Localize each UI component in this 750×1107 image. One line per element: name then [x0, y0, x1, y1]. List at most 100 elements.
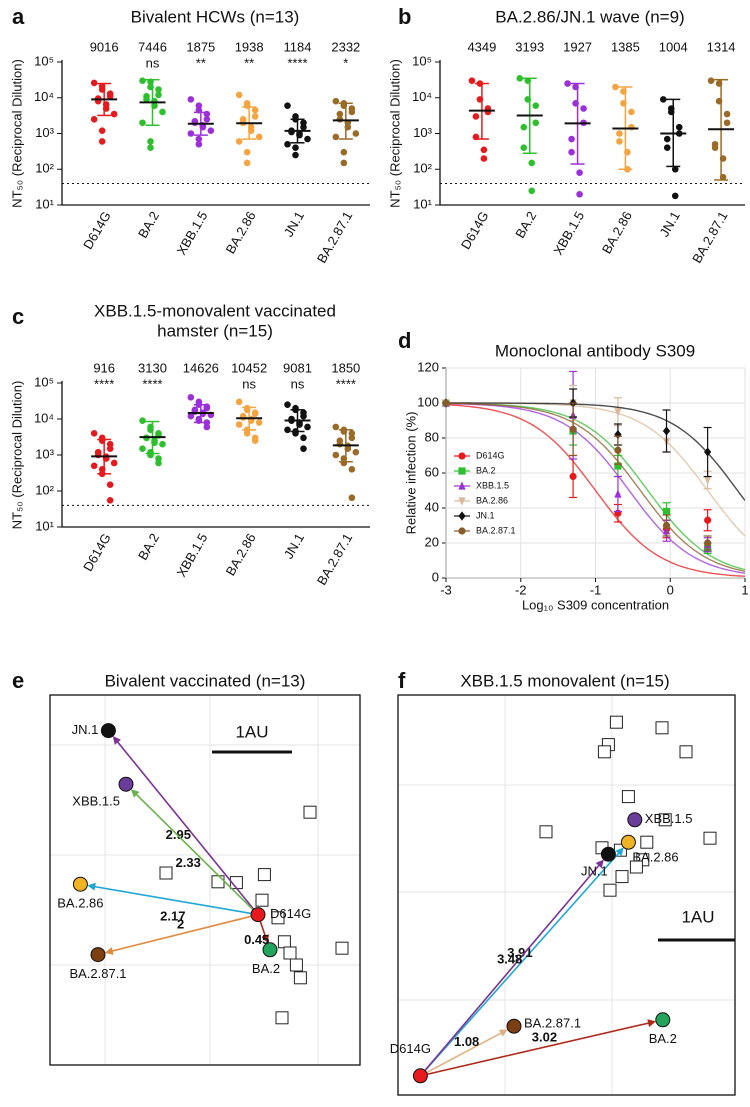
data-point — [568, 135, 575, 143]
antigen — [90, 947, 106, 963]
x-tick-label: XBB.1.5 — [174, 209, 211, 258]
mean-label: 916 — [93, 360, 115, 375]
data-point — [251, 106, 259, 114]
significance-label: **** — [287, 55, 307, 70]
distance-label: 2 — [177, 916, 184, 931]
panel-letter: d — [398, 328, 411, 353]
data-point — [576, 190, 583, 198]
arrow-head — [615, 847, 624, 857]
mean-label: 1875 — [186, 39, 215, 54]
antigen — [627, 812, 643, 828]
mean-label: 7446 — [138, 39, 167, 54]
scale-label: 1AU — [235, 722, 268, 741]
data-point — [520, 123, 528, 131]
distance-arrow — [134, 792, 254, 911]
data-point — [568, 148, 575, 156]
serum — [615, 870, 629, 884]
serum — [257, 868, 271, 882]
data-point — [98, 138, 106, 145]
data-point — [207, 127, 215, 134]
data-point — [480, 146, 488, 154]
x-tick-label: -1 — [590, 582, 602, 597]
data-point — [139, 77, 146, 84]
data-point — [576, 169, 583, 177]
data-point — [340, 148, 348, 156]
data-point — [300, 412, 307, 420]
y-tick-label: 10⁴ — [412, 89, 432, 104]
data-point — [251, 113, 259, 120]
panel-letter: c — [12, 304, 24, 329]
panel-letter: b — [398, 4, 411, 29]
data-point — [671, 192, 679, 200]
data-point — [671, 165, 679, 173]
mean-label: 1938 — [235, 39, 264, 54]
antigen — [100, 723, 116, 739]
serum — [283, 946, 297, 960]
data-point — [348, 434, 356, 442]
data-point — [484, 108, 492, 116]
distance-arrow — [115, 740, 255, 910]
distance-arrow — [424, 863, 601, 1071]
serum — [539, 825, 553, 839]
data-point — [243, 430, 251, 437]
data-point — [255, 133, 263, 141]
data-point — [532, 102, 540, 109]
y-axis-label: Relative infection (%) — [403, 412, 418, 535]
data-point — [110, 459, 118, 467]
mean-label: 9081 — [283, 360, 312, 375]
map-frame — [397, 694, 736, 1096]
data-point — [662, 521, 671, 530]
data-point — [284, 426, 291, 434]
y-tick-label: 10¹ — [35, 196, 54, 211]
arrow-head — [104, 947, 114, 955]
x-tick-label: -2 — [515, 582, 527, 597]
y-tick-label: 100 — [417, 394, 439, 409]
x-tick-label: XBB.1.5 — [174, 531, 211, 580]
y-tick-label: 0 — [432, 569, 439, 584]
data-point — [139, 445, 146, 452]
mean-label: 1927 — [563, 39, 592, 54]
serum — [597, 745, 611, 759]
data-point — [340, 159, 348, 167]
distance-label: 2.95 — [166, 827, 191, 842]
y-tick-label: 10² — [35, 161, 54, 176]
antigen — [72, 876, 88, 892]
y-tick-label: 60 — [425, 464, 439, 479]
map-frame — [49, 694, 361, 1066]
y-tick-label: 80 — [425, 429, 439, 444]
panel-title: Monoclonal antibody S309 — [495, 341, 695, 360]
x-tick-label: BA.2.86 — [599, 209, 635, 257]
mean-label: 2332 — [331, 39, 360, 54]
x-tick-label: BA.2.87.1 — [689, 209, 731, 266]
y-tick-label: 10⁵ — [34, 53, 54, 68]
significance-label: ** — [244, 55, 254, 70]
data-point — [203, 115, 211, 123]
serum — [609, 715, 623, 729]
antigen-label: D614G — [390, 1041, 431, 1056]
serum — [211, 875, 225, 889]
data-point — [711, 144, 719, 152]
data-point — [235, 421, 243, 428]
y-tick-label: 10⁵ — [34, 374, 54, 389]
legend-label: XBB.1.5 — [476, 480, 509, 490]
data-point — [472, 113, 480, 120]
panel-letter: e — [12, 668, 24, 693]
panel-title: Bivalent vaccinated (n=13) — [105, 671, 306, 690]
data-point — [191, 119, 199, 127]
x-tick-label: BA.2.86 — [223, 531, 259, 579]
distance-arrow — [110, 915, 252, 953]
data-point — [616, 138, 623, 145]
x-tick-label: JN.1 — [281, 209, 307, 240]
y-tick-label: 10⁴ — [34, 410, 54, 425]
data-point — [332, 97, 340, 105]
antigen-label: BA.2.87.1 — [524, 1016, 581, 1031]
mean-label: 14626 — [183, 360, 219, 375]
significance-label: ns — [242, 376, 256, 391]
x-tick-label: 1 — [741, 582, 748, 597]
significance-label: **** — [142, 376, 162, 391]
antigen — [262, 942, 278, 958]
y-tick-label: 120 — [417, 359, 439, 374]
x-axis-label: Log₁₀ S309 concentration — [522, 597, 669, 612]
data-point — [110, 110, 118, 118]
